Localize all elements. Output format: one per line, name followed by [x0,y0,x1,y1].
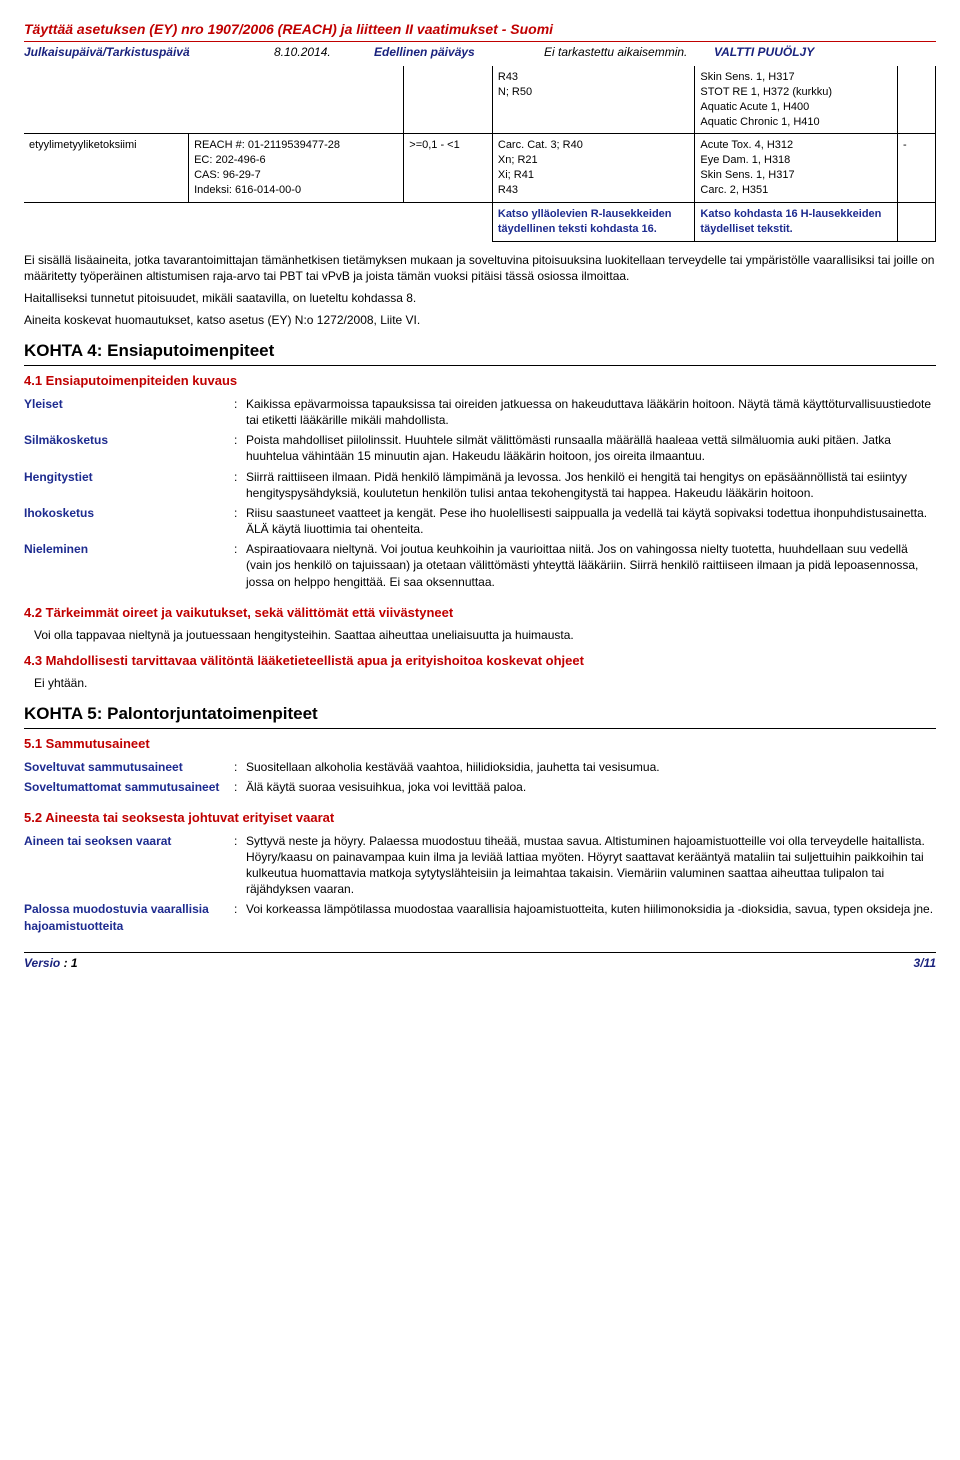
composition-note-2: Haitalliseksi tunnetut pitoisuudet, mikä… [24,290,936,306]
firstaid-ingestion: Nieleminen : Aspiraatiovaara nieltynä. V… [24,541,936,590]
val-decomposition: Voi korkeassa lämpötilassa muodostaa vaa… [246,901,936,933]
firstaid-skin: Ihokosketus : Riisu saastuneet vaatteet … [24,505,936,537]
section-5-2: 5.2 Aineesta tai seoksesta johtuvat erit… [24,809,936,827]
substance-name: etyylimetyyliketoksiimi [24,134,189,202]
label-unsuitable: Soveltumattomat sammutusaineet [24,779,234,795]
extinguish-unsuitable: Soveltumattomat sammutusaineet : Älä käy… [24,779,936,795]
substance-ids: REACH #: 01-2119539477-28 EC: 202-496-6 … [189,134,404,202]
pub-date: 8.10.2014. [274,44,374,60]
section-4-title: KOHTA 4: Ensiaputoimenpiteet [24,340,936,366]
label-eye: Silmäkosketus [24,432,234,464]
val-hazards: Syttyvä neste ja höyry. Palaessa muodost… [246,833,936,898]
class-h: Acute Tox. 4, H312 Eye Dam. 1, H318 Skin… [695,134,898,202]
header-meta: Julkaisupäivä/Tarkistuspäivä 8.10.2014. … [24,44,936,60]
fire-decomposition: Palossa muodostuvia vaarallisia hajoamis… [24,901,936,933]
regulation-title: Täyttää asetuksen (EY) nro 1907/2006 (RE… [24,20,936,42]
label-decomposition: Palossa muodostuvia vaarallisia hajoamis… [24,901,234,933]
section-4-2: 4.2 Tärkeimmät oireet ja vaikutukset, se… [24,604,936,622]
val-ingestion: Aspiraatiovaara nieltynä. Voi joutua keu… [246,541,936,590]
pub-date-label: Julkaisupäivä/Tarkistuspäivä [24,44,274,60]
label-ingestion: Nieleminen [24,541,234,590]
r-footnote: Katso ylläolevien R-lausekkeiden täydell… [492,202,695,241]
label-hazards: Aineen tai seoksen vaarat [24,833,234,898]
firstaid-inhalation: Hengitystiet : Siirrä raittiiseen ilmaan… [24,469,936,501]
section-4-2-text: Voi olla tappavaa nieltynä ja joutuessaa… [34,627,936,643]
section-4-3: 4.3 Mahdollisesti tarvittavaa välitöntä … [24,652,936,670]
val-skin: Riisu saastuneet vaatteet ja kengät. Pes… [246,505,936,537]
dash: - [897,134,935,202]
class-h-prev: Skin Sens. 1, H317 STOT RE 1, H372 (kurk… [695,66,898,134]
composition-note-3: Aineita koskevat huomautukset, katso ase… [24,312,936,328]
label-general: Yleiset [24,396,234,428]
version-value: : 1 [64,956,78,970]
label-suitable: Soveltuvat sammutusaineet [24,759,234,775]
label-inhalation: Hengitystiet [24,469,234,501]
page-number: 3/11 [914,955,936,971]
val-general: Kaikissa epävarmoissa tapauksissa tai oi… [246,396,936,428]
label-skin: Ihokosketus [24,505,234,537]
prev-date-val: Ei tarkastettu aikaisemmin. [544,44,714,60]
val-inhalation: Siirrä raittiiseen ilmaan. Pidä henkilö … [246,469,936,501]
prev-date-label: Edellinen päiväys [374,44,544,60]
h-footnote: Katso kohdasta 16 H-lausekkeiden täydell… [695,202,898,241]
firstaid-general: Yleiset : Kaikissa epävarmoissa tapauksi… [24,396,936,428]
version-label: Versio [24,956,60,970]
section-5-1: 5.1 Sammutusaineet [24,735,936,753]
extinguish-suitable: Soveltuvat sammutusaineet : Suositellaan… [24,759,936,775]
firstaid-eye: Silmäkosketus : Poista mahdolliset piilo… [24,432,936,464]
section-4-1: 4.1 Ensiaputoimenpiteiden kuvaus [24,372,936,390]
fire-hazards: Aineen tai seoksen vaarat : Syttyvä nest… [24,833,936,898]
product-name: VALTTI PUUÖLJY [714,44,936,60]
section-4-3-text: Ei yhtään. [34,675,936,691]
composition-note-1: Ei sisällä lisäaineita, jotka tavarantoi… [24,252,936,284]
val-suitable: Suositellaan alkoholia kestävää vaahtoa,… [246,759,936,775]
class-r-prev: R43 N; R50 [492,66,695,134]
chemical-table: R43 N; R50 Skin Sens. 1, H317 STOT RE 1,… [24,66,936,241]
val-eye: Poista mahdolliset piilolinssit. Huuhtel… [246,432,936,464]
section-5-title: KOHTA 5: Palontorjuntatoimenpiteet [24,703,936,729]
page-footer: Versio : 1 3/11 [24,952,936,971]
val-unsuitable: Älä käytä suoraa vesisuihkua, joka voi l… [246,779,936,795]
class-r: Carc. Cat. 3; R40 Xn; R21 Xi; R41 R43 [492,134,695,202]
substance-conc: >=0,1 - <1 [404,134,493,202]
